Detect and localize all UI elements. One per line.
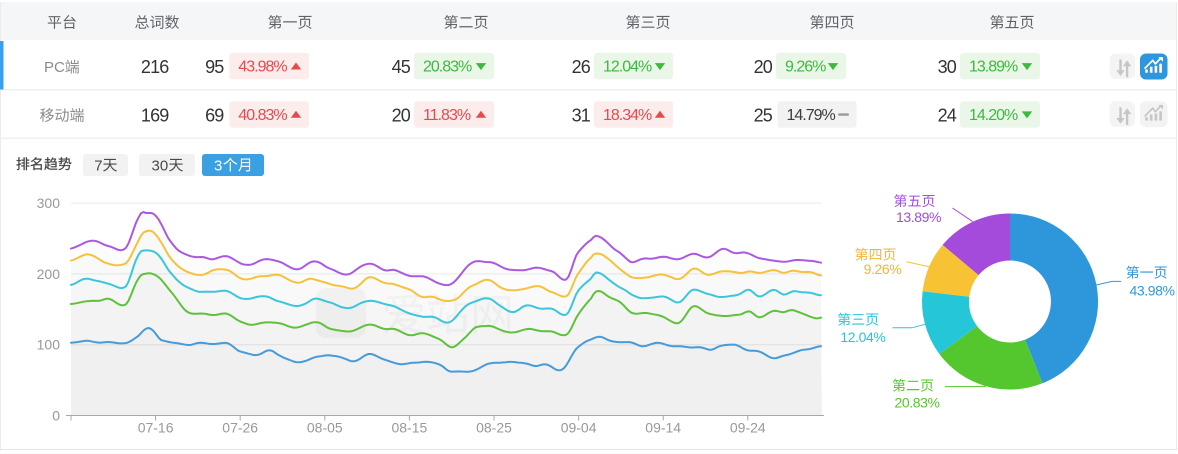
svg-text:13.89%: 13.89%	[896, 209, 941, 225]
svg-text:20: 20	[392, 105, 411, 125]
svg-text:95: 95	[205, 57, 224, 77]
svg-text:30: 30	[938, 57, 957, 77]
svg-text:09-24: 09-24	[730, 420, 766, 436]
svg-text:14.79%: 14.79%	[787, 107, 836, 124]
svg-text:3: 3	[214, 158, 222, 175]
svg-text:40.83%: 40.83%	[238, 107, 287, 124]
svg-text:07-26: 07-26	[222, 420, 258, 436]
svg-text:PC: PC	[44, 59, 65, 76]
svg-text:12.04%: 12.04%	[603, 59, 652, 76]
svg-text:69: 69	[205, 105, 224, 125]
svg-text:9.26%: 9.26%	[864, 261, 902, 277]
svg-text:13.89%: 13.89%	[969, 59, 1018, 76]
svg-text:07-16: 07-16	[138, 420, 174, 436]
svg-text:216: 216	[141, 57, 169, 77]
svg-text:7: 7	[94, 158, 102, 175]
svg-text:08-15: 08-15	[391, 420, 427, 436]
svg-text:08-05: 08-05	[307, 420, 343, 436]
svg-text:12.04%: 12.04%	[840, 329, 885, 345]
svg-text:25: 25	[754, 105, 773, 125]
svg-text:0: 0	[52, 408, 60, 424]
svg-text:14.20%: 14.20%	[969, 107, 1018, 124]
svg-text:30: 30	[152, 158, 169, 175]
svg-text:31: 31	[572, 105, 591, 125]
svg-text:09-04: 09-04	[561, 420, 597, 436]
svg-text:200: 200	[37, 266, 61, 282]
svg-text:100: 100	[37, 337, 61, 353]
svg-text:300: 300	[37, 195, 61, 211]
svg-text:45: 45	[392, 57, 411, 77]
svg-text:26: 26	[572, 57, 591, 77]
svg-text:11.83%: 11.83%	[423, 107, 471, 124]
svg-text:43.98%: 43.98%	[238, 59, 287, 76]
svg-text:08-25: 08-25	[476, 420, 512, 436]
svg-text:43.98%: 43.98%	[1130, 283, 1175, 299]
svg-text:24: 24	[938, 105, 957, 125]
svg-text:20: 20	[754, 57, 773, 77]
svg-text:20.83%: 20.83%	[894, 395, 939, 411]
svg-text:18.34%: 18.34%	[603, 107, 652, 124]
svg-text:9.26%: 9.26%	[785, 59, 826, 76]
svg-text:09-14: 09-14	[645, 420, 681, 436]
svg-text:20.83%: 20.83%	[423, 59, 472, 76]
svg-text:169: 169	[141, 105, 169, 125]
